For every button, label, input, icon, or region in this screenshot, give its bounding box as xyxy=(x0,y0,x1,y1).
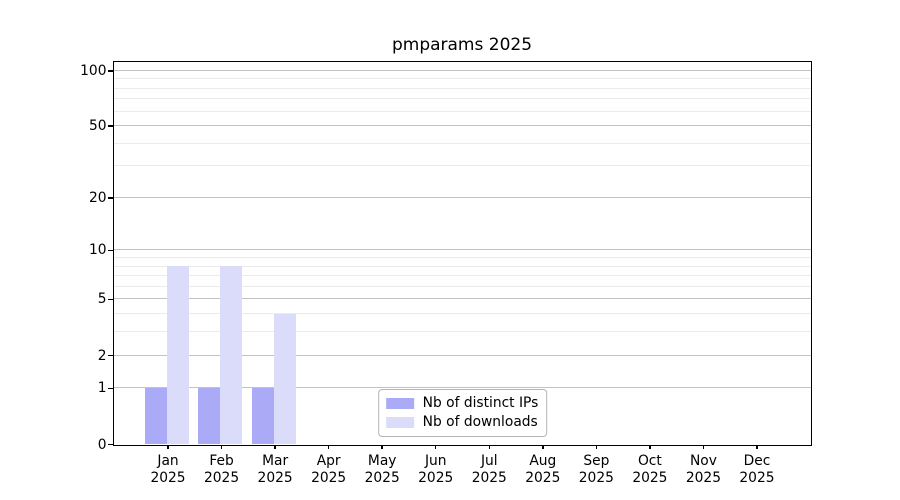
bar-downloads xyxy=(220,266,243,444)
y-tick-label: 1 xyxy=(97,380,107,397)
y-tick xyxy=(107,354,113,357)
x-tick xyxy=(434,444,437,449)
y-tick xyxy=(107,387,113,390)
y-tick-label: 2 xyxy=(97,347,107,364)
x-tick-label: Feb 2025 xyxy=(204,452,240,486)
y-gridline-major xyxy=(114,69,811,71)
y-tick-label: 5 xyxy=(97,291,107,308)
y-gridline-minor xyxy=(114,331,811,333)
x-tick-label: Aug 2025 xyxy=(525,452,561,486)
legend-item-distinct-ips: Nb of distinct IPs xyxy=(385,395,539,411)
x-tick-label: Jul 2025 xyxy=(471,452,507,486)
y-tick xyxy=(107,125,113,127)
y-gridline-major xyxy=(114,387,811,389)
x-tick xyxy=(220,444,223,449)
y-tick xyxy=(107,443,113,446)
y-gridline-minor xyxy=(114,142,811,144)
bar-distinct-ips xyxy=(198,387,221,444)
x-tick-label: Jun 2025 xyxy=(418,452,454,486)
x-tick xyxy=(702,444,705,449)
x-tick-label: Oct 2025 xyxy=(632,452,668,486)
chart-title: pmparams 2025 xyxy=(391,35,533,55)
x-tick xyxy=(542,444,544,449)
y-tick-label: 50 xyxy=(88,118,107,135)
y-gridline-minor xyxy=(114,285,811,287)
y-gridline-minor xyxy=(114,265,811,267)
x-tick-label: Dec 2025 xyxy=(739,452,775,486)
y-gridline-minor xyxy=(114,78,811,80)
x-tick xyxy=(756,444,758,449)
x-tick-label: Nov 2025 xyxy=(685,452,721,486)
y-gridline-major xyxy=(114,197,811,199)
x-tick-label: May 2025 xyxy=(364,452,400,486)
x-tick xyxy=(488,444,491,449)
y-gridline-minor xyxy=(114,275,811,277)
bar-distinct-ips xyxy=(144,387,167,444)
y-gridline-major xyxy=(114,298,811,300)
bar-distinct-ips xyxy=(251,387,274,444)
legend-swatch-distinct-ips xyxy=(385,398,414,409)
legend: Nb of distinct IPs Nb of downloads xyxy=(377,389,548,437)
y-tick xyxy=(107,70,113,72)
x-tick xyxy=(327,444,330,449)
y-tick-label: 100 xyxy=(80,62,107,79)
y-gridline-major xyxy=(114,354,811,356)
legend-swatch-downloads xyxy=(385,417,414,428)
y-gridline-minor xyxy=(114,110,811,112)
legend-label-distinct-ips: Nb of distinct IPs xyxy=(422,395,539,411)
x-tick-label: Apr 2025 xyxy=(311,452,347,486)
y-gridline-minor xyxy=(114,257,811,259)
x-tick-label: Mar 2025 xyxy=(257,452,293,486)
y-tick-label: 0 xyxy=(97,436,107,453)
x-tick xyxy=(381,444,383,449)
y-tick xyxy=(107,197,113,199)
y-gridline-minor xyxy=(114,87,811,89)
x-tick xyxy=(595,444,598,449)
y-gridline-minor xyxy=(114,313,811,315)
x-tick xyxy=(649,444,651,449)
y-tick-label: 20 xyxy=(88,190,107,207)
y-tick xyxy=(107,249,113,252)
x-tick xyxy=(167,444,169,449)
x-tick-label: Sep 2025 xyxy=(578,452,614,486)
legend-item-downloads: Nb of downloads xyxy=(385,414,539,430)
bar-downloads xyxy=(166,266,189,444)
x-tick-label: Jan 2025 xyxy=(150,452,186,486)
y-tick xyxy=(107,298,113,301)
x-tick xyxy=(274,444,276,449)
y-gridline-major xyxy=(114,249,811,251)
y-gridline-minor xyxy=(114,98,811,100)
y-gridline-minor xyxy=(114,165,811,167)
plot-area: Nb of distinct IPs Nb of downloads xyxy=(113,61,812,446)
bar-downloads xyxy=(273,313,296,444)
y-tick-label: 10 xyxy=(88,242,107,259)
y-gridline-major xyxy=(114,125,811,127)
legend-label-downloads: Nb of downloads xyxy=(422,414,538,430)
